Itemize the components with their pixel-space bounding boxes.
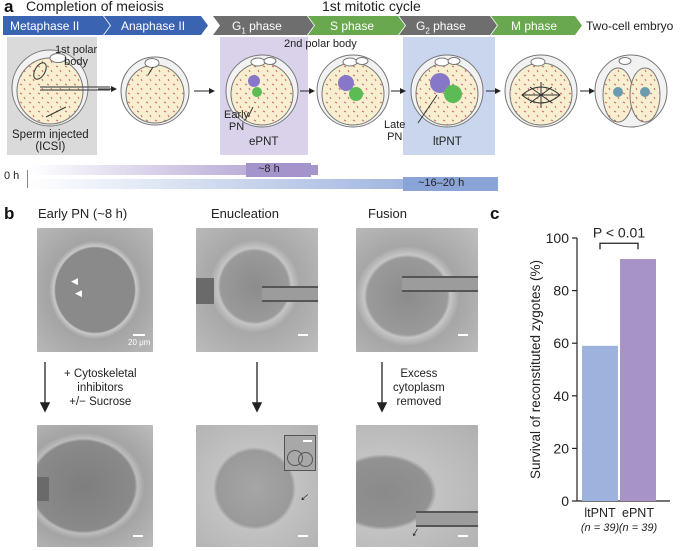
y-tick-label: 40 (553, 388, 569, 404)
timeline-bar-ltpnt (28, 179, 498, 189)
enucleation-needle (262, 286, 318, 302)
x-category-note: (n = 39) (619, 522, 658, 534)
completion-of-meiosis-label: Completion of meiosis (26, 0, 164, 14)
micrograph-enucleated: ← (196, 425, 318, 547)
y-tick-label: 60 (553, 335, 569, 351)
cell-anaphase-ii (120, 56, 190, 126)
phase-label-metaphase: Metaphase II (10, 19, 80, 33)
cell-s-phase (316, 54, 390, 128)
sperm-injected-label: Sperm injected (ICSI) (12, 129, 89, 153)
cell-early-pn (225, 54, 299, 128)
process-arrows (39, 362, 388, 413)
micrograph-enucleation (196, 228, 318, 352)
timeline-epnt-badge (246, 163, 311, 177)
timeline-bar-epnt (28, 165, 318, 175)
micrograph-fused: ← (356, 425, 478, 547)
panel-c-letter: c (490, 204, 500, 223)
cell-metaphase-ii (11, 49, 110, 127)
x-category-note: (n = 39) (581, 522, 620, 534)
timeline-short-label: ~8 h (258, 163, 280, 175)
late-pn-label: Late PN (384, 119, 406, 143)
title-enucleation: Enucleation (211, 206, 279, 221)
fusion-needle (402, 276, 478, 292)
x-category-label: ePNT (622, 506, 654, 520)
phase-arrow-g2 (399, 16, 497, 35)
scale-label: 20 μm (128, 338, 151, 347)
two-cell-embryo-label: Two-cell embryo (586, 19, 674, 33)
arrow-icon: ← (292, 484, 314, 506)
time-zero-label: 0 h (4, 170, 20, 182)
cell-m-phase (504, 54, 578, 128)
holding-pipette (37, 477, 49, 501)
inset-karyoplast (284, 435, 316, 471)
micrograph-fusion (356, 228, 478, 352)
bar-ltpnt (582, 345, 618, 501)
phase-arrow-bar (3, 16, 582, 35)
first-mitotic-cycle-label: 1st mitotic cycle (322, 0, 421, 14)
phase-arrow-m (491, 16, 582, 35)
phase-label-s: S phase (330, 19, 375, 33)
bar-epnt (620, 259, 656, 501)
y-tick-label: 80 (553, 283, 569, 299)
cell-two-cell-embryo (594, 54, 668, 128)
y-tick-label: 0 (561, 493, 569, 509)
micrograph-early-pn: ◀ ◀ 20 μm (37, 228, 153, 352)
y-tick-label: 100 (546, 230, 570, 246)
scale-bar (298, 334, 308, 336)
scale-bar (133, 535, 143, 537)
phase-label-g1: G1 phase (232, 19, 282, 36)
micrograph-early-pn-treated (37, 425, 153, 547)
y-tick-label: 20 (553, 440, 569, 456)
first-polar-body-label: 1st polar body (55, 44, 98, 68)
timeline-start-tick (27, 170, 28, 188)
phase-arrow-anaphase (104, 16, 208, 35)
phase-label-m: M phase (511, 19, 558, 33)
significance-bracket (599, 242, 639, 250)
y-axis-title: Survival of reconstituted zygotes (%) (528, 260, 543, 479)
phase-arrow-s (308, 16, 405, 35)
timeline-ltpnt-badge (403, 177, 498, 191)
phase-label-g2: G2 phase (416, 19, 466, 36)
scale-bar (458, 535, 468, 537)
timeline-long-label: ~16–20 h (418, 177, 465, 189)
holding-pipette (196, 278, 214, 304)
scale-bar (298, 535, 308, 537)
p-value-annotation: P < 0.01 (593, 224, 646, 240)
second-polar-body-label: 2nd polar body (284, 38, 357, 50)
arrowhead-icon: ◀ (75, 288, 82, 298)
panel-b-letter: b (4, 204, 15, 223)
treatment-label: + Cytoskeletal inhibitors +/− Sucrose (64, 368, 137, 408)
fusion-needle (416, 511, 478, 527)
excess-cytoplasm-label: Excess cytoplasm removed (393, 368, 445, 408)
phase-label-anaphase: Anaphase II (121, 19, 186, 33)
cell-cycle-diagram (11, 49, 668, 128)
ltpnt-label: ltPNT (433, 136, 462, 148)
title-early-pn: Early PN (~8 h) (38, 206, 128, 221)
scale-bar (458, 334, 468, 336)
early-pn-label: Early PN (224, 109, 250, 133)
panel-a-letter: a (4, 0, 14, 16)
phase-arrow-g1 (213, 16, 314, 35)
arrowhead-icon: ◀ (71, 276, 78, 286)
scale-bar (133, 334, 145, 336)
phase-arrow-metaphase (3, 16, 110, 35)
title-fusion: Fusion (368, 206, 408, 221)
epnt-label: ePNT (249, 136, 279, 148)
x-category-label: ltPNT (584, 506, 616, 520)
cell-late-pn (410, 54, 484, 128)
